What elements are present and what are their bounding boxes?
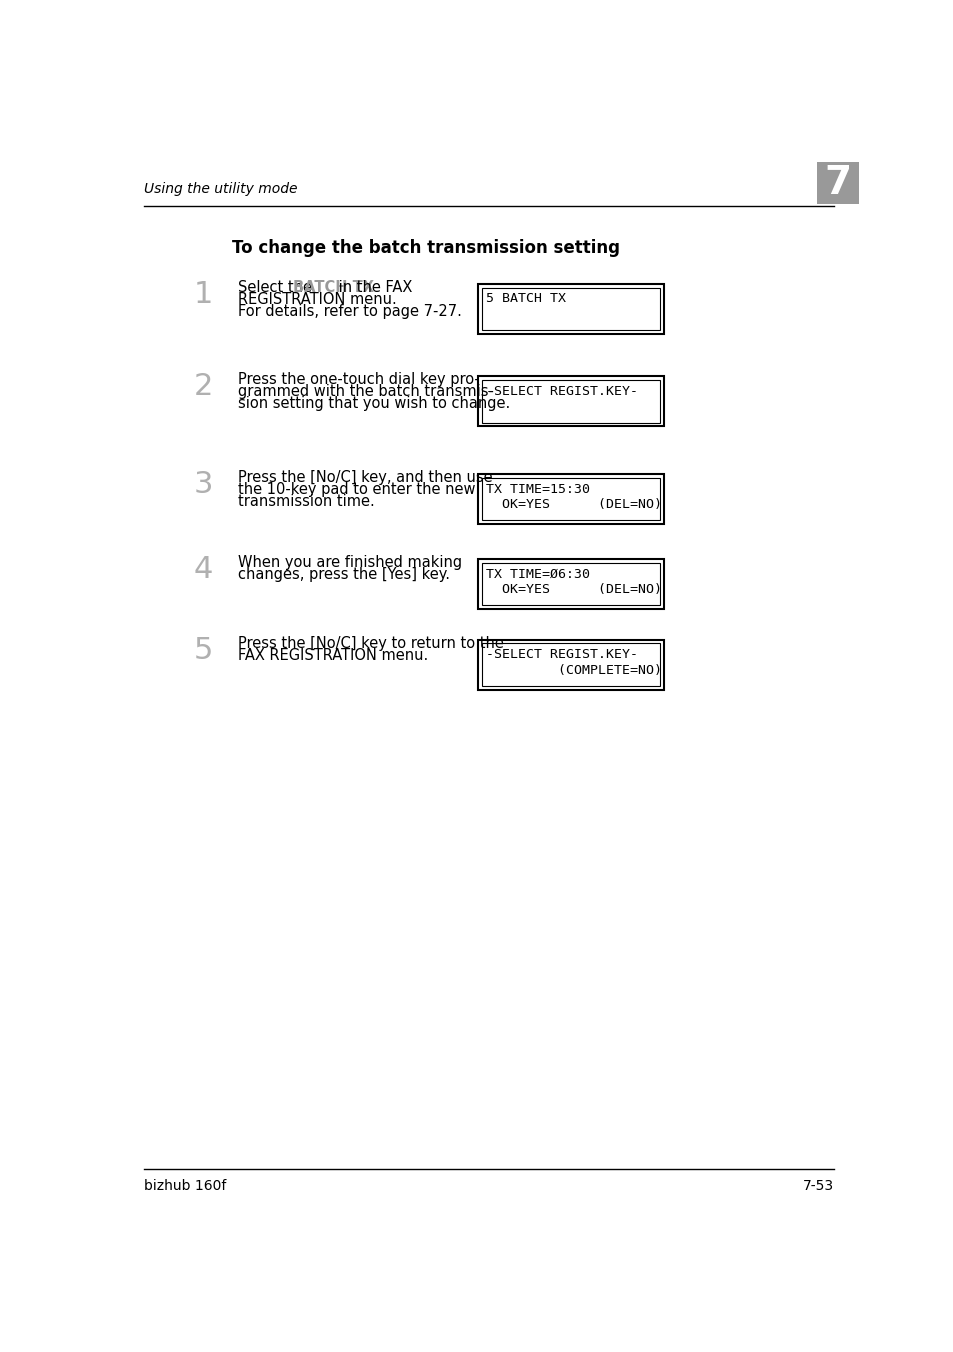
Text: 5 BATCH TX: 5 BATCH TX bbox=[485, 292, 565, 306]
Text: REGISTRATION menu.: REGISTRATION menu. bbox=[237, 292, 396, 307]
Text: Press the [No/C] key, and then use: Press the [No/C] key, and then use bbox=[237, 470, 492, 485]
Text: 1: 1 bbox=[193, 280, 213, 310]
Bar bbox=[477, 558, 663, 608]
Bar bbox=[477, 639, 663, 690]
Text: 7-53: 7-53 bbox=[801, 1179, 833, 1194]
Bar bbox=[816, 162, 858, 204]
Bar bbox=[481, 479, 659, 521]
Text: OK=YES      (DEL=NO): OK=YES (DEL=NO) bbox=[485, 498, 661, 511]
Text: Press the one-touch dial key pro-: Press the one-touch dial key pro- bbox=[237, 372, 479, 388]
Text: bizhub 160f: bizhub 160f bbox=[144, 1179, 226, 1194]
Text: Select the: Select the bbox=[237, 280, 316, 295]
Text: sion setting that you wish to change.: sion setting that you wish to change. bbox=[237, 396, 510, 411]
Text: When you are finished making: When you are finished making bbox=[237, 554, 461, 571]
Text: To change the batch transmission setting: To change the batch transmission setting bbox=[232, 239, 619, 257]
Text: grammed with the batch transmis-: grammed with the batch transmis- bbox=[237, 384, 494, 399]
Text: 5: 5 bbox=[193, 635, 213, 665]
Bar bbox=[481, 288, 659, 330]
Text: TX TIME=Ø6:30: TX TIME=Ø6:30 bbox=[485, 568, 589, 580]
Text: Press the [No/C] key to return to the: Press the [No/C] key to return to the bbox=[237, 635, 503, 650]
Bar bbox=[481, 644, 659, 685]
Text: Using the utility mode: Using the utility mode bbox=[144, 183, 297, 196]
Text: transmission time.: transmission time. bbox=[237, 493, 375, 510]
Text: (COMPLETE=NO): (COMPLETE=NO) bbox=[485, 664, 661, 676]
Text: the 10-key pad to enter the new: the 10-key pad to enter the new bbox=[237, 483, 475, 498]
Text: changes, press the [Yes] key.: changes, press the [Yes] key. bbox=[237, 566, 450, 581]
Bar bbox=[477, 284, 663, 334]
Text: TX TIME=15:30: TX TIME=15:30 bbox=[485, 483, 589, 496]
Text: in the FAX: in the FAX bbox=[334, 280, 412, 295]
Text: BATCH TX: BATCH TX bbox=[293, 280, 374, 295]
Bar bbox=[481, 380, 659, 423]
Text: OK=YES      (DEL=NO): OK=YES (DEL=NO) bbox=[485, 583, 661, 596]
Bar bbox=[477, 376, 663, 426]
Text: 7: 7 bbox=[823, 164, 850, 201]
Bar bbox=[481, 562, 659, 604]
Text: 4: 4 bbox=[193, 554, 213, 584]
Bar bbox=[477, 475, 663, 525]
Text: FAX REGISTRATION menu.: FAX REGISTRATION menu. bbox=[237, 648, 428, 662]
Text: 3: 3 bbox=[193, 470, 213, 499]
Text: For details, refer to page 7-27.: For details, refer to page 7-27. bbox=[237, 304, 461, 319]
Text: 2: 2 bbox=[193, 372, 213, 402]
Text: -SELECT REGIST.KEY-: -SELECT REGIST.KEY- bbox=[485, 385, 638, 397]
Text: -SELECT REGIST.KEY-: -SELECT REGIST.KEY- bbox=[485, 648, 638, 661]
